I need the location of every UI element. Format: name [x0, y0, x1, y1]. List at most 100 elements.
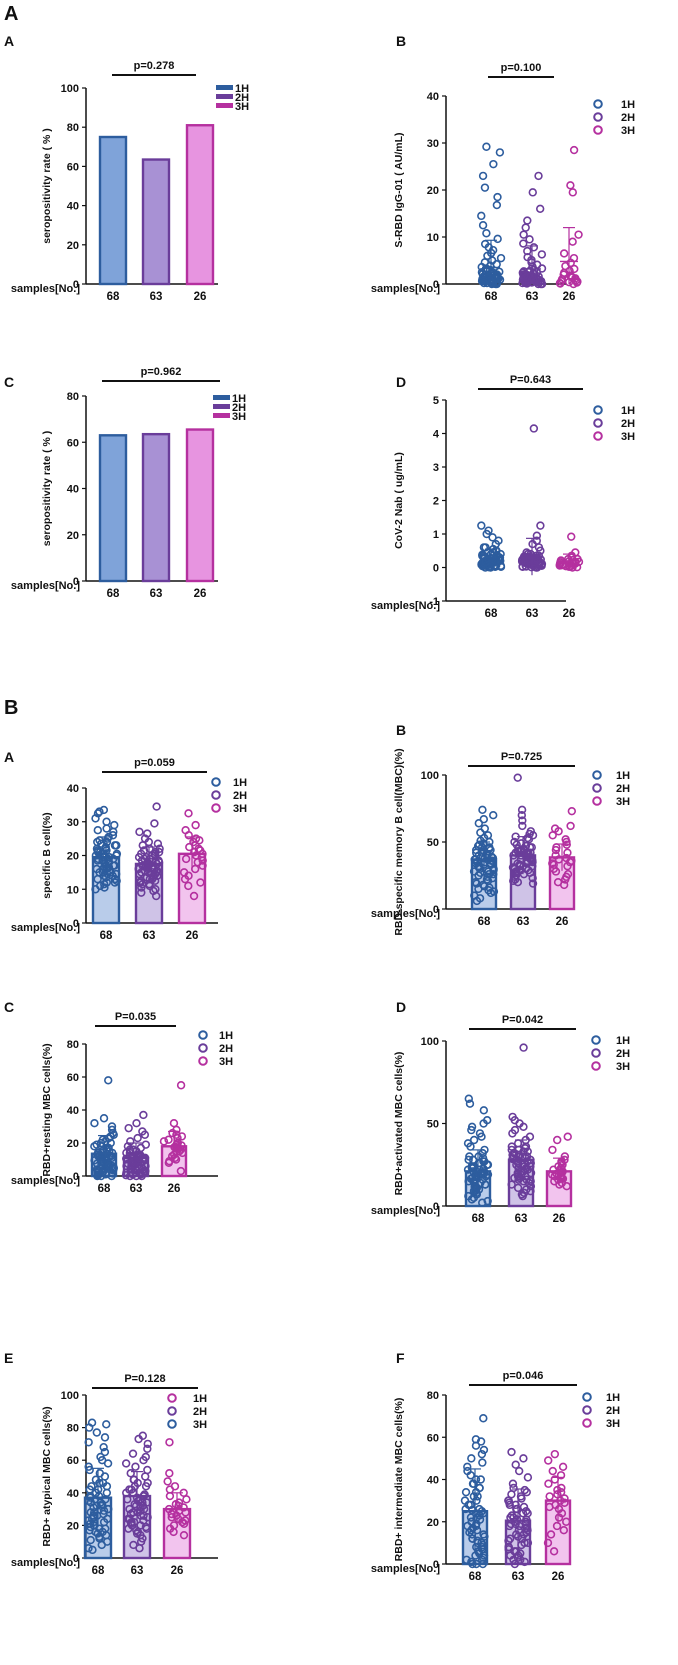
chart-a-d-xtick-label-2: 26: [563, 608, 576, 620]
chart-a-d-point-0-61: [478, 550, 487, 559]
chart-b-a-point-0-46: [100, 879, 109, 889]
chart-a-d-legend-marker-1: [593, 418, 603, 428]
chart-b-f-point-0-54: [473, 1492, 482, 1501]
chart-a-b-point-0-16: [496, 253, 506, 263]
chart-a-d-xlabel: samples[No.]: [371, 600, 440, 612]
chart-a-c-legend-label-2: 3H: [232, 411, 246, 423]
chart-a-c-xtick-label-2: 26: [194, 588, 207, 600]
chart-b-f-ytick-label-3: 60: [427, 1432, 439, 1444]
chart-b-d-point-0-62: [471, 1186, 480, 1196]
chart-b-b-point-1-40: [509, 876, 518, 886]
chart-b-a-point-2-23: [196, 878, 205, 887]
chart-b-c-xtick-label-2: 26: [168, 1183, 181, 1195]
chart-b-c-legend-label-2: 3H: [219, 1056, 233, 1068]
chart-b-a-point-0-6: [102, 824, 111, 833]
chart-b-b-panel-label: B: [396, 722, 406, 738]
chart-a-b-ytick-label-1: 10: [427, 232, 439, 244]
chart-b-a-point-1-61: [143, 861, 152, 870]
chart-a-b-point-1-2: [535, 204, 545, 214]
chart-b-d-point-0-40: [483, 1196, 492, 1206]
chart-b-f-point-2-2: [558, 1462, 568, 1472]
chart-b-b-legend-label-1: 2H: [616, 783, 630, 795]
chart-b-e-legend-label-1: 2H: [193, 1406, 207, 1418]
chart-a-b-point-2-9: [570, 264, 579, 274]
chart-b-d-legend-marker-0: [591, 1035, 601, 1045]
chart-b-b-legend-marker-1: [592, 783, 602, 793]
chart-b-b-point-2-16: [548, 859, 557, 868]
chart-b-b-point-1-61: [514, 844, 523, 853]
chart-a-d-point-1-62: [525, 555, 534, 564]
chart-b-e-point-0-4: [100, 1433, 110, 1442]
chart-b-a-point-1-34: [137, 883, 146, 892]
chart-a-c-legend-swatch-0: [213, 395, 230, 400]
chart-a-d-point-1-0: [529, 424, 539, 433]
chart-b-f-point-0-49: [479, 1509, 488, 1518]
chart-b-e-point-0-50: [84, 1544, 93, 1553]
chart-b-c-point-0-59: [107, 1153, 116, 1163]
chart-b-b-point-0-0: [478, 805, 487, 815]
chart-b-b-point-1-9: [523, 833, 532, 843]
chart-b-e-point-2-20: [178, 1517, 187, 1527]
chart-b-e-legend-marker-0: [167, 1393, 177, 1403]
chart-a-c-xtick-label-1: 63: [150, 588, 163, 600]
chart-b-c-point-1-56: [122, 1168, 131, 1177]
chart-a-c-panel-label: C: [4, 374, 14, 390]
chart-b-f-point-0-60: [475, 1483, 484, 1493]
chart-a-d-ytick-label-6: 5: [433, 395, 439, 407]
chart-b-f-point-0-59: [477, 1538, 486, 1548]
chart-b-f-point-1-7: [520, 1485, 529, 1495]
chart-b-f-point-1-3: [514, 1466, 524, 1476]
chart-b-e-ytick-label-4: 80: [67, 1423, 79, 1435]
chart-b-d-xlabel: samples[No.]: [371, 1205, 440, 1217]
chart-b-f-point-1-0: [507, 1447, 516, 1457]
chart-a-a-ytick-label-4: 80: [67, 122, 79, 134]
chart-b-b-point-0-3: [474, 819, 484, 828]
chart-b-a-point-0-8: [109, 827, 118, 837]
chart-a-d-pvalue: P=0.643: [510, 374, 551, 386]
chart-b-a-point-2-15: [181, 854, 191, 864]
chart-b-d-point-0-1: [465, 1099, 475, 1108]
chart-b-e-point-2-1: [165, 1469, 174, 1478]
chart-b-f-point-1-41: [520, 1557, 529, 1567]
chart-b-b-point-1-54: [524, 852, 533, 861]
chart-b-a-point-1-47: [145, 844, 154, 853]
chart-b-f-point-2-6: [544, 1479, 553, 1488]
chart-b-c-point-2-8: [159, 1137, 169, 1146]
chart-b-e-ytick-label-3: 60: [67, 1455, 79, 1467]
chart-a-b-ytick-label-0: 0: [433, 279, 439, 291]
chart-b-d-point-0-59: [481, 1180, 490, 1189]
chart-b-e-point-1-52: [131, 1501, 141, 1511]
chart-b-d-xtick-label-2: 26: [553, 1213, 566, 1225]
chart-b-a-point-2-3: [184, 831, 193, 840]
chart-b-d-xtick-label-0: 68: [472, 1213, 485, 1225]
chart-b-c-legend-label-1: 2H: [219, 1043, 233, 1055]
chart-a-b-point-0-8: [478, 221, 488, 230]
chart-b-c-ytick-label-4: 80: [67, 1039, 79, 1051]
chart-b-f-point-1-1: [519, 1454, 528, 1463]
chart-b-a-xtick-label-1: 63: [143, 930, 156, 942]
chart-b-d-ytick-label-2: 100: [421, 1036, 439, 1048]
chart-b-f-xtick-label-0: 68: [469, 1571, 482, 1583]
chart-b-f-point-2-24: [543, 1538, 553, 1548]
chart-b-e-point-0-5: [84, 1438, 93, 1447]
chart-b-f-ylabel: RBD+ intermediate MBC cells(%): [393, 1398, 405, 1562]
chart-a-b-xlabel: samples[No.]: [371, 283, 440, 295]
chart-b-d-point-1-60: [526, 1177, 535, 1186]
chart-b-e-point-1-59: [129, 1517, 139, 1527]
chart-b-f-point-2-16: [545, 1502, 554, 1512]
chart-a-d-xtick-label-0: 68: [485, 608, 498, 620]
chart-b-f-point-2-4: [556, 1471, 566, 1480]
chart-b-a-point-0-65: [103, 869, 112, 879]
chart-a-c-ytick-label-1: 20: [67, 530, 79, 542]
chart-b-a-point-1-46: [154, 847, 164, 857]
chart-b-f-point-1-14: [511, 1500, 520, 1510]
chart-b-e-point-0-57: [103, 1504, 113, 1514]
chart-b-f-point-2-23: [546, 1530, 556, 1539]
chart-a-b-legend-marker-2: [593, 125, 603, 135]
chart-b-d-point-2-2: [548, 1145, 557, 1155]
chart-b-c-point-1-5: [133, 1133, 142, 1143]
chart-b-f-point-0-44: [468, 1559, 477, 1569]
chart-b-c-legend-marker-2: [198, 1056, 208, 1066]
chart-a-c-ytick-label-3: 60: [67, 437, 79, 449]
